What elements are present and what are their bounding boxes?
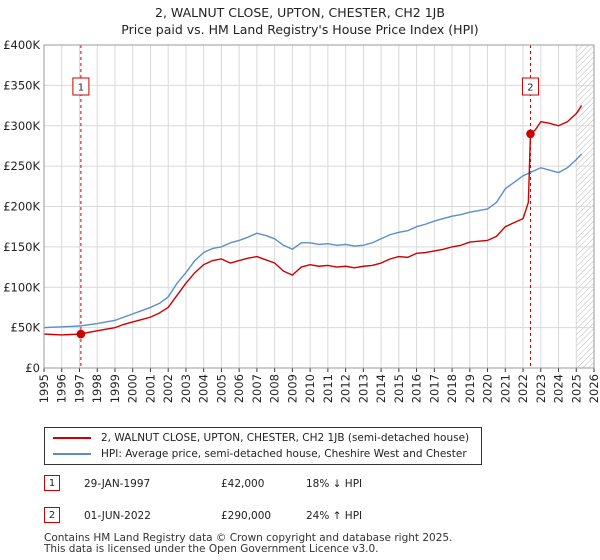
x-tick-label: 2010 bbox=[303, 374, 317, 403]
x-tick-label: 2007 bbox=[250, 374, 264, 403]
footer-attribution: Contains HM Land Registry data © Crown c… bbox=[44, 533, 452, 555]
x-tick-label: 2025 bbox=[569, 374, 583, 403]
sale-point bbox=[526, 129, 535, 139]
sale-date-2: 01-JUN-2022 bbox=[84, 510, 151, 522]
sale-marker-label: 1 bbox=[78, 83, 84, 94]
plot-frame bbox=[43, 44, 595, 369]
x-tick-label: 2014 bbox=[374, 374, 388, 403]
legend-swatch-property bbox=[53, 437, 91, 439]
legend-swatch-hpi bbox=[53, 453, 91, 455]
y-tick-label: £0 bbox=[25, 361, 40, 375]
x-tick-label: 1999 bbox=[108, 374, 122, 403]
sale-delta-2: 24% ↑ HPI bbox=[306, 510, 363, 522]
chart-title: 2, WALNUT CLOSE, UPTON, CHESTER, CH2 1JB… bbox=[0, 4, 600, 38]
sale-marker-box bbox=[72, 77, 90, 96]
x-tick-label: 2020 bbox=[481, 374, 495, 403]
x-tick-label: 2022 bbox=[516, 374, 530, 403]
y-tick-label: £400K bbox=[3, 38, 40, 52]
price-chart: £0 £50K £100K £150K £200K £250K £300K £350K £400… bbox=[3, 38, 600, 403]
x-tick-label: 1996 bbox=[55, 374, 69, 403]
hpi-series-line bbox=[43, 153, 583, 329]
x-tick-label: 2015 bbox=[392, 374, 406, 403]
x-tick-label: 2017 bbox=[427, 374, 441, 403]
y-tick-label: £250K bbox=[3, 159, 40, 173]
y-tick-label: £200K bbox=[3, 200, 40, 214]
x-tick-label: 2005 bbox=[214, 374, 228, 403]
sale-point bbox=[76, 329, 86, 339]
sale-price-2: £290,000 bbox=[221, 510, 272, 522]
legend-label-property: 2, WALNUT CLOSE, UPTON, CHESTER, CH2 1JB… bbox=[101, 432, 470, 444]
sale-badge-2: 2 bbox=[44, 507, 60, 523]
y-tick-label: £50K bbox=[11, 321, 41, 335]
legend-label-hpi: HPI: Average price, semi-detached house,… bbox=[101, 448, 467, 460]
sale-badge-1: 1 bbox=[44, 475, 60, 491]
x-tick-label: 2021 bbox=[498, 374, 512, 403]
x-tick-label: 2023 bbox=[534, 374, 548, 403]
x-tick-label: 2002 bbox=[161, 374, 175, 403]
x-tick-label: 2003 bbox=[179, 374, 193, 403]
sale-price-1: £42,000 bbox=[221, 478, 265, 490]
footer-line-2: This data is licensed under the Open Gov… bbox=[44, 543, 379, 555]
sale-marker-box bbox=[521, 77, 539, 96]
y-tick-label: £100K bbox=[3, 280, 40, 294]
legend-entry-property: 2, WALNUT CLOSE, UPTON, CHESTER, CH2 1JB… bbox=[53, 430, 469, 446]
x-tick-label: 1997 bbox=[72, 374, 86, 403]
y-tick-label: £150K bbox=[3, 240, 40, 254]
x-tick-label: 2004 bbox=[197, 374, 211, 403]
sale-date-1: 29-JAN-1997 bbox=[84, 478, 151, 490]
title-line-1: 2, WALNUT CLOSE, UPTON, CHESTER, CH2 1JB bbox=[155, 5, 445, 20]
x-tick-label: 2019 bbox=[463, 374, 477, 403]
x-tick-label: 1995 bbox=[37, 374, 51, 403]
x-tick-label: 1998 bbox=[90, 374, 104, 403]
y-tick-label: £300K bbox=[3, 119, 40, 133]
x-tick-label: 2018 bbox=[445, 374, 459, 403]
footer-line-1: Contains HM Land Registry data © Crown c… bbox=[44, 532, 453, 544]
x-tick-label: 2013 bbox=[356, 374, 370, 403]
x-tick-label: 2026 bbox=[587, 374, 600, 403]
property-series-line bbox=[43, 105, 583, 336]
x-tick-label: 2012 bbox=[339, 374, 353, 403]
x-tick-label: 2011 bbox=[321, 374, 335, 403]
legend: 2, WALNUT CLOSE, UPTON, CHESTER, CH2 1JB… bbox=[44, 427, 482, 465]
y-tick-label: £350K bbox=[3, 78, 40, 92]
sale-marker-label: 2 bbox=[527, 83, 533, 94]
legend-entry-hpi: HPI: Average price, semi-detached house,… bbox=[53, 446, 467, 462]
x-tick-label: 2006 bbox=[232, 374, 246, 403]
x-tick-label: 2009 bbox=[285, 374, 299, 403]
x-tick-label: 2001 bbox=[143, 374, 157, 403]
x-tick-label: 2016 bbox=[410, 374, 424, 403]
x-tick-label: 2024 bbox=[552, 374, 566, 403]
title-line-2: Price paid vs. HM Land Registry's House … bbox=[121, 22, 479, 37]
sale-delta-1: 18% ↓ HPI bbox=[306, 478, 363, 490]
x-tick-label: 2000 bbox=[126, 374, 140, 403]
x-tick-label: 2008 bbox=[268, 374, 282, 403]
